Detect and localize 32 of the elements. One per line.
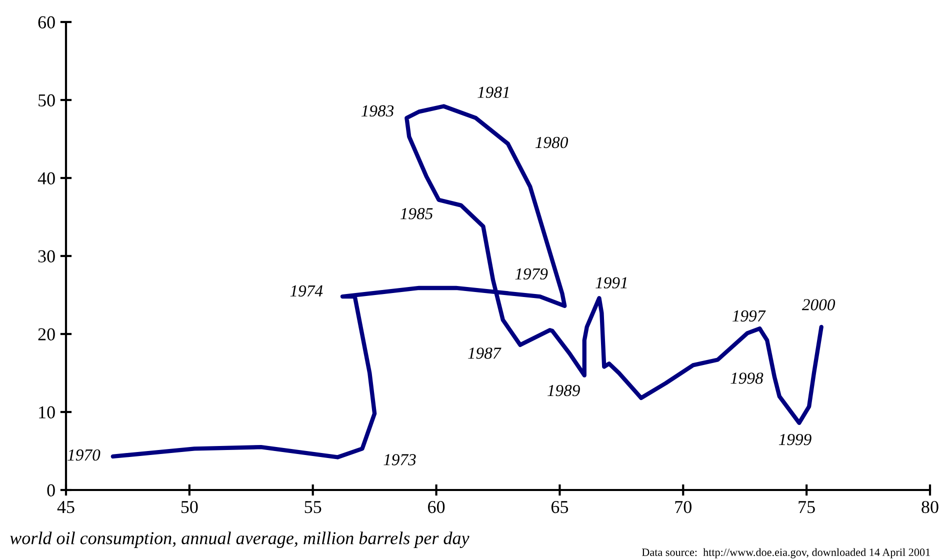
x-tick-label: 50 — [181, 500, 198, 514]
annotation: 1980 — [535, 136, 568, 148]
annotation: 1979 — [515, 268, 548, 280]
y-tick-label: 60 — [38, 16, 55, 28]
source-note: Data source: http://www.doe.eia.gov, downloaded 14 April 2001 — [642, 548, 930, 558]
annotation: 1997 — [732, 310, 766, 322]
x-tick-label: 75 — [798, 501, 815, 514]
y-tick-label: 30 — [38, 250, 55, 262]
x-tick-label: 70 — [675, 500, 692, 514]
annotation: 1974 — [290, 285, 323, 297]
annotation: 1998 — [730, 372, 764, 384]
annotation: 2000 — [802, 299, 836, 310]
x-tick-label: 65 — [551, 500, 568, 514]
annotation: 1999 — [778, 434, 812, 446]
annotation: 1983 — [361, 105, 394, 117]
y-tick-label: 50 — [38, 94, 55, 106]
annotation: 1973 — [384, 454, 416, 466]
y-tick-label: 20 — [38, 328, 55, 340]
annotation: 1987 — [468, 348, 502, 359]
x-tick-label: 60 — [428, 500, 445, 514]
annotation: 1970 — [68, 449, 100, 461]
y-tick-label: 0 — [47, 484, 55, 496]
x-tick-label: 55 — [304, 501, 322, 514]
annotation: 1985 — [400, 208, 433, 220]
x-axis-title: world oil consumption, annual average, million barrels per day — [10, 532, 470, 548]
x-tick-label: 80 — [922, 500, 938, 514]
annotation: 1991 — [596, 277, 627, 288]
x-tick-label: 45 — [57, 501, 74, 514]
annotation: 1989 — [547, 384, 580, 396]
y-tick-label: 10 — [39, 406, 55, 418]
annotation: 1981 — [478, 86, 509, 98]
y-tick-label: 40 — [38, 172, 55, 184]
